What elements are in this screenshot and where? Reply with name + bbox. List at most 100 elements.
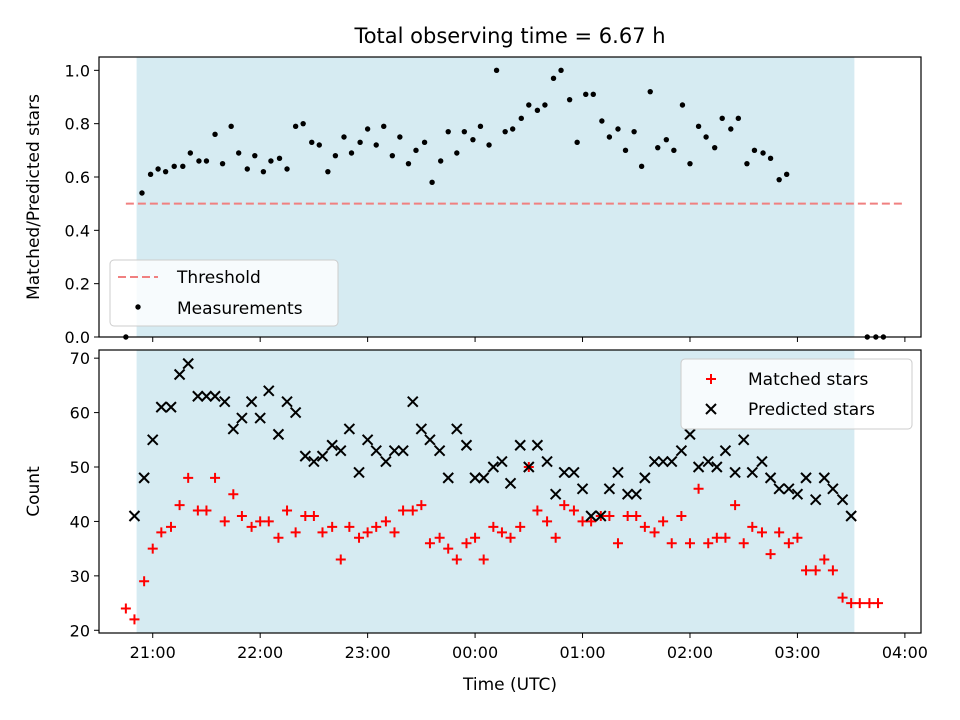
data-point <box>260 168 267 175</box>
predicted-point <box>568 466 580 479</box>
y-tick-label: 30 <box>70 567 90 586</box>
data-point <box>518 115 524 122</box>
predicted-point <box>639 472 651 484</box>
data-point <box>437 158 444 164</box>
predicted-point <box>585 510 597 522</box>
matched-point <box>801 565 812 576</box>
data-point <box>671 147 677 154</box>
data-point <box>162 168 169 175</box>
predicted-point <box>380 455 392 468</box>
matched-point <box>273 532 284 543</box>
predicted-point <box>272 428 285 441</box>
matched-point <box>300 510 311 521</box>
predicted-point <box>675 444 688 457</box>
data-point <box>526 102 532 108</box>
data-point <box>486 142 492 148</box>
matched-point <box>810 565 821 576</box>
data-point <box>615 126 621 132</box>
matched-point <box>559 500 570 511</box>
predicted-point <box>504 477 517 490</box>
x-tick-label: 02:00 <box>667 643 713 662</box>
axes-frame <box>98 56 922 338</box>
predicted-point <box>809 493 822 506</box>
predicted-point <box>657 455 669 468</box>
predicted-point <box>128 510 141 522</box>
matched-point <box>120 603 131 614</box>
matched-point <box>612 538 623 549</box>
data-point <box>509 126 516 132</box>
predicted-point <box>138 472 150 484</box>
y-tick-label: 0.4 <box>65 221 90 240</box>
y-tick-label: 1.0 <box>65 61 90 80</box>
predicted-point <box>818 472 831 484</box>
data-point <box>542 102 548 108</box>
x-tick-label: 03:00 <box>774 643 820 662</box>
matched-point <box>756 527 767 538</box>
matched-point <box>515 521 526 532</box>
data-point <box>695 123 702 130</box>
data-point <box>341 134 347 140</box>
matched-point <box>174 500 185 511</box>
data-point <box>235 150 242 156</box>
data-point <box>735 115 742 122</box>
matched-point <box>362 527 373 538</box>
data-point <box>147 171 154 178</box>
matched-point <box>738 538 749 549</box>
ratio-panel: 0.0 0.2 0.4 0.6 0.8 1.0 Matched/Predicted star… <box>24 56 922 347</box>
matched-point <box>532 505 543 516</box>
data-point <box>373 142 379 148</box>
data-point <box>574 139 580 146</box>
matched-point <box>317 527 328 538</box>
predicted-point <box>737 434 750 446</box>
matched-point <box>666 538 677 549</box>
predicted-point <box>800 472 812 484</box>
predicted-point <box>219 395 231 408</box>
matched-point <box>210 472 221 483</box>
x-tick-label: 01:00 <box>559 643 605 662</box>
matched-point <box>747 521 758 532</box>
predicted-point <box>236 412 248 424</box>
data-point <box>325 168 331 175</box>
matched-point <box>282 505 293 516</box>
predicted-point <box>773 483 785 495</box>
matched-point <box>631 510 642 521</box>
matched-point <box>371 521 382 532</box>
data-point <box>244 166 250 172</box>
predicted-point <box>477 472 490 484</box>
matched-point <box>846 598 857 609</box>
predicted-point <box>415 423 428 435</box>
x-tick-label: 22:00 <box>237 643 283 662</box>
matched-point <box>246 521 257 532</box>
matched-point <box>639 521 650 532</box>
data-point <box>566 96 573 103</box>
predicted-point <box>827 483 839 495</box>
matched-point <box>407 505 418 516</box>
data-point <box>534 107 541 114</box>
matched-point <box>443 543 454 554</box>
data-point <box>348 150 355 156</box>
legend-matched-swatch <box>706 374 716 384</box>
predicted-point <box>165 401 177 413</box>
data-point <box>228 123 234 130</box>
matched-point <box>263 516 274 527</box>
y-axis-label: Count <box>24 466 44 517</box>
matched-point <box>327 521 338 532</box>
matched-point <box>201 505 212 516</box>
matched-point <box>819 554 830 565</box>
matched-point <box>693 483 704 494</box>
matched-point <box>873 598 884 609</box>
predicted-point <box>209 390 221 402</box>
data-point <box>751 147 758 154</box>
data-point <box>599 118 605 124</box>
predicted-point <box>541 455 553 468</box>
matched-point <box>854 598 865 609</box>
predicted-point <box>496 455 508 468</box>
matched-point <box>720 532 731 543</box>
matched-point <box>424 538 435 549</box>
series-predicted-stars <box>128 357 857 522</box>
data-point <box>558 67 564 74</box>
matched-point <box>255 516 266 527</box>
chart-title: Total observing time = 6.67 h <box>353 24 665 48</box>
matched-point <box>308 510 319 521</box>
